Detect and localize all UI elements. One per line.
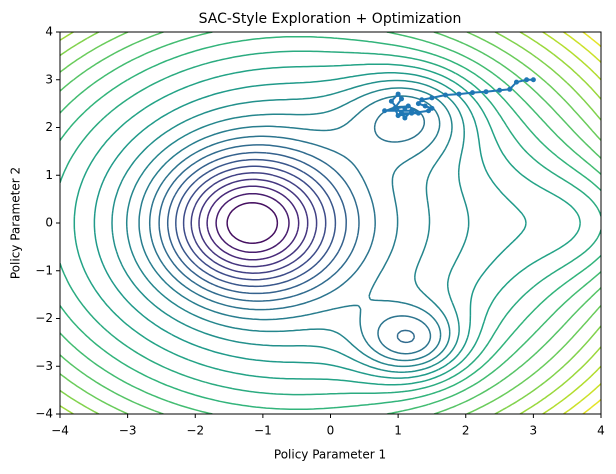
trajectory-point xyxy=(507,86,513,92)
trajectory-point xyxy=(392,105,398,111)
contour-line xyxy=(158,144,416,344)
y-tick-label: 1 xyxy=(45,168,53,182)
trajectory-point xyxy=(513,79,519,85)
trajectory-point xyxy=(399,110,405,116)
trajectory xyxy=(382,77,536,121)
y-axis-label: Policy Parameter 2 xyxy=(9,167,23,279)
trajectory-point xyxy=(402,105,408,111)
x-axis-label: Policy Parameter 1 xyxy=(274,448,386,462)
x-tick-label: 2 xyxy=(462,424,470,438)
contour-line xyxy=(190,172,318,274)
trajectory-point xyxy=(415,110,421,116)
x-tick-label: −3 xyxy=(119,424,137,438)
contour-line xyxy=(73,63,581,386)
trajectory-point xyxy=(419,97,425,103)
y-tick-label: −3 xyxy=(35,359,53,373)
contour-line xyxy=(60,32,601,414)
contour-line xyxy=(206,185,300,261)
chart-title: SAC-Style Exploration + Optimization xyxy=(199,11,462,27)
contour-line xyxy=(175,158,337,288)
trajectory-point xyxy=(399,96,405,102)
trajectory-point xyxy=(382,108,388,114)
trajectory-point xyxy=(388,98,394,104)
x-tick-label: 4 xyxy=(597,424,605,438)
contour-line xyxy=(60,32,601,414)
x-tick-label: −4 xyxy=(51,424,69,438)
y-tick-label: 3 xyxy=(45,72,53,86)
trajectory-point xyxy=(422,103,428,109)
trajectory-point xyxy=(426,108,432,114)
x-tick-label: −1 xyxy=(254,424,272,438)
contour-line xyxy=(148,105,432,355)
trajectory-point xyxy=(497,87,503,93)
x-tick-label: 0 xyxy=(327,424,335,438)
contour-line xyxy=(60,32,601,414)
contour-line xyxy=(226,201,279,245)
contour-lines xyxy=(60,32,601,414)
x-tick-label: −2 xyxy=(186,424,204,438)
y-tick-label: 0 xyxy=(45,216,53,230)
contour-line xyxy=(198,178,309,268)
trajectory-point xyxy=(402,115,408,121)
trajectory-point xyxy=(470,90,476,96)
contour-line xyxy=(166,151,347,295)
y-tick-label: −2 xyxy=(35,311,53,325)
trajectory-point xyxy=(429,95,435,101)
contour-line xyxy=(60,32,601,414)
trajectory-point xyxy=(442,92,448,98)
trajectory-point xyxy=(524,77,530,83)
contour-line xyxy=(111,79,470,373)
trajectory-point xyxy=(395,91,401,97)
y-tick-label: 4 xyxy=(45,25,53,39)
contour-line xyxy=(93,72,527,379)
x-tick-label: 1 xyxy=(394,424,402,438)
contour-line xyxy=(60,32,601,414)
contour-line xyxy=(182,165,327,281)
y-tick-label: −1 xyxy=(35,263,53,277)
contour-line xyxy=(60,50,601,396)
contour-line xyxy=(125,87,453,368)
contour-line xyxy=(215,192,290,254)
trajectory-point xyxy=(483,89,489,95)
contour-line xyxy=(138,95,442,362)
trajectory-point xyxy=(415,101,421,107)
y-tick-label: −4 xyxy=(35,407,53,421)
trajectory-point xyxy=(409,108,415,114)
x-tick-label: 3 xyxy=(530,424,538,438)
contour-line xyxy=(60,35,601,411)
trajectory-point xyxy=(530,77,536,83)
trajectory-point xyxy=(456,91,462,97)
y-tick-label: 2 xyxy=(45,120,53,134)
